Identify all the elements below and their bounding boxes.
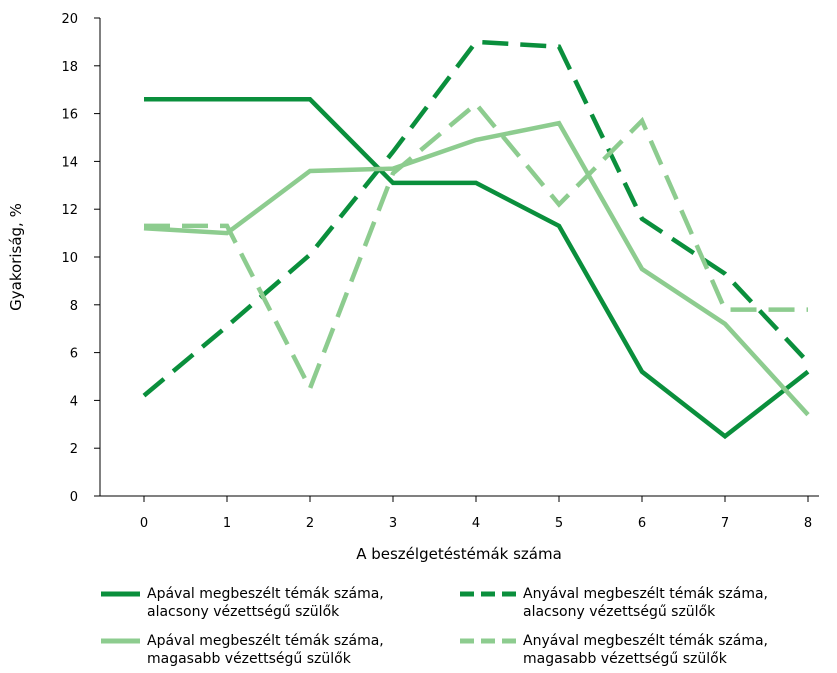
y-ticks: 0 2 4 6 8 10 12 14 16 18 20 [61, 12, 100, 505]
x-tick-label: 7 [721, 516, 729, 531]
x-tick-label: 3 [389, 516, 397, 531]
legend-label-1-line1: Apával megbeszélt témák száma, [147, 586, 384, 602]
series-line-3 [143, 120, 810, 417]
y-tick-label: 20 [61, 12, 78, 27]
legend-label-3-line1: Apával megbeszélt témák száma, [147, 633, 384, 649]
x-tick-label: 1 [223, 516, 231, 531]
legend-item-3: Apával megbeszélt témák száma, magasabb … [101, 633, 384, 667]
legend-item-4: Anyával megbeszélt témák száma, magasabb… [460, 633, 768, 667]
x-tick-label: 6 [638, 516, 646, 531]
y-tick-label: 16 [61, 108, 78, 123]
y-tick-label: 4 [70, 394, 78, 409]
y-tick-label: 12 [61, 203, 78, 218]
legend-label-1-line2: alacsony vézettségű szülők [147, 604, 340, 620]
series-lines [142, 39, 810, 440]
x-tick-label: 0 [140, 516, 148, 531]
x-ticks: 0 1 2 3 4 5 6 7 8 [140, 496, 812, 531]
x-tick-label: 8 [804, 516, 812, 531]
series-line-4 [144, 100, 808, 394]
x-tick-label: 2 [306, 516, 314, 531]
series-line-1 [144, 97, 810, 440]
y-axis-title: Gyakoriság, % [7, 203, 25, 311]
legend-label-4-line1: Anyával megbeszélt témák száma, [523, 633, 768, 649]
y-tick-label: 0 [70, 490, 78, 505]
y-tick-label: 18 [61, 60, 78, 75]
legend-label-2-line2: alacsony vézettségű szülők [523, 604, 716, 620]
x-tick-label: 4 [472, 516, 480, 531]
legend-item-2: Anyával megbeszélt témák száma, alacsony… [460, 586, 768, 620]
legend-label-4-line2: magasabb vézettségű szülők [523, 651, 728, 667]
legend: Apával megbeszélt témák száma, alacsony … [101, 586, 768, 667]
y-tick-label: 10 [61, 251, 78, 266]
legend-label-2-line1: Anyával megbeszélt témák száma, [523, 586, 768, 602]
y-tick-label: 2 [70, 442, 78, 457]
legend-label-3-line2: magasabb vézettségű szülők [147, 651, 352, 667]
y-tick-label: 14 [61, 155, 78, 170]
x-tick-label: 5 [555, 516, 563, 531]
x-axis-title: A beszélgetéstémák száma [356, 545, 562, 563]
y-tick-label: 8 [70, 299, 78, 314]
y-tick-label: 6 [70, 347, 78, 362]
legend-item-1: Apával megbeszélt témák száma, alacsony … [101, 586, 384, 620]
